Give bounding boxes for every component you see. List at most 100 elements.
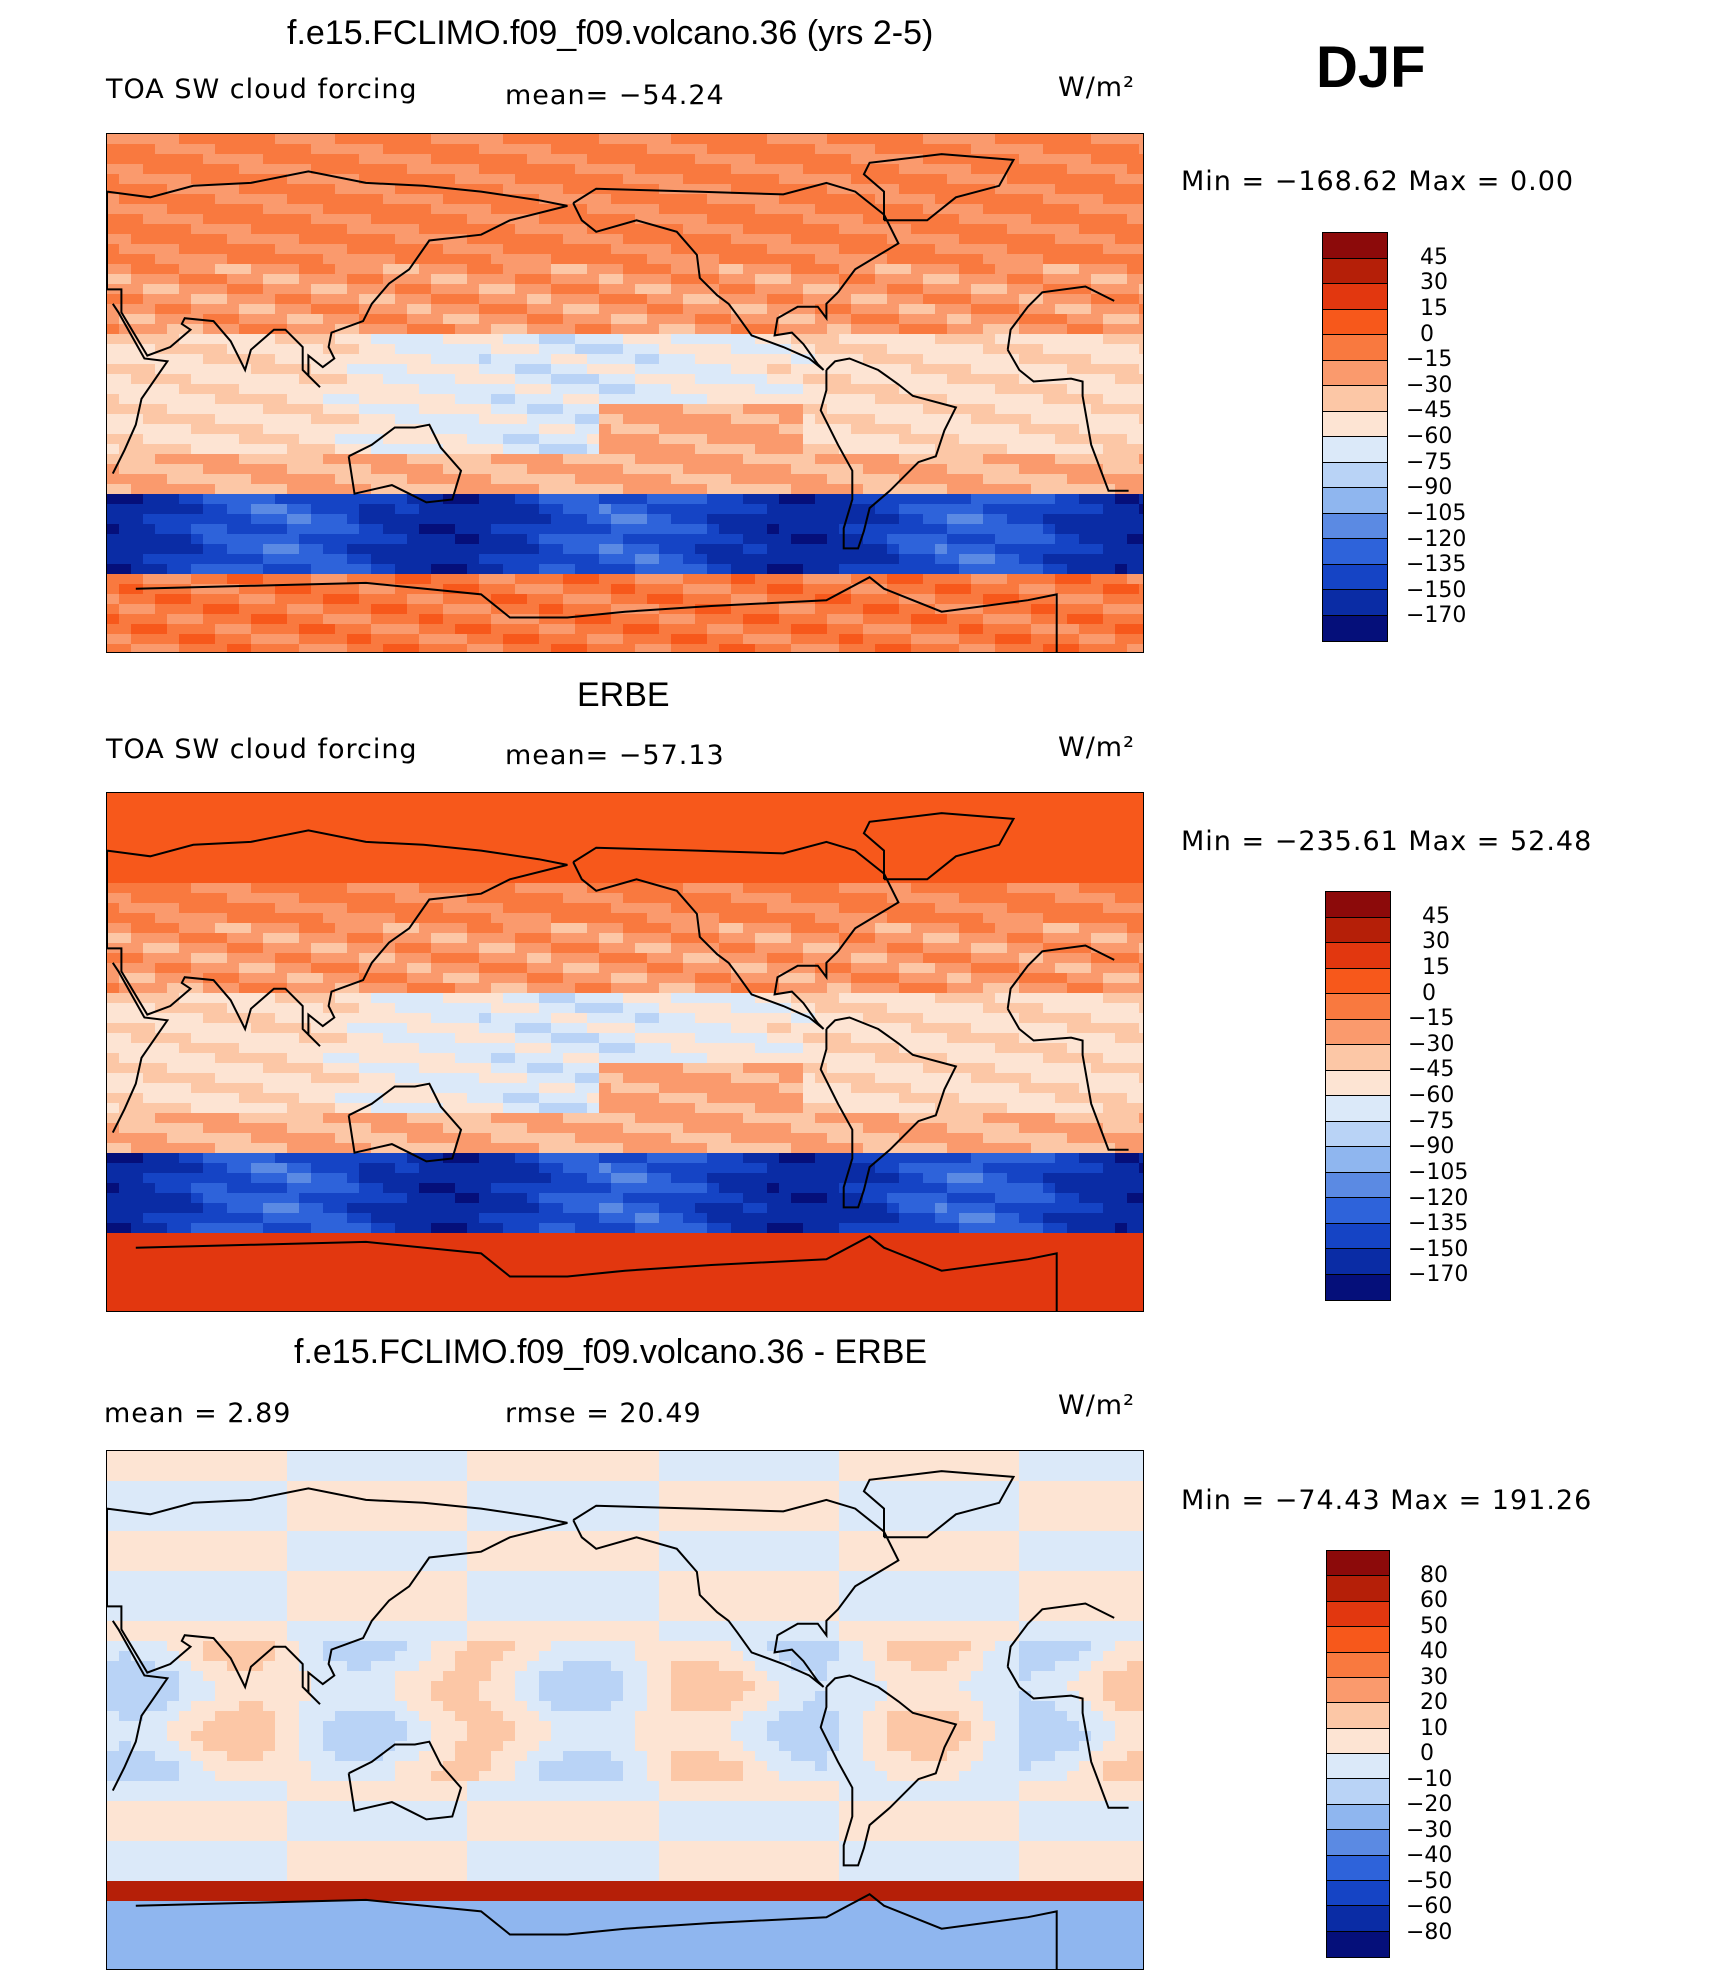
field-cell — [575, 524, 588, 535]
field-cell — [299, 334, 312, 345]
field-cell — [359, 504, 372, 515]
field-cell — [851, 164, 864, 175]
field-cell — [947, 484, 960, 495]
field-cell — [527, 604, 540, 615]
field-cell — [347, 444, 360, 455]
field-cell — [983, 604, 996, 615]
field-cell — [575, 624, 588, 635]
field-cell — [491, 234, 504, 245]
field-cell — [239, 494, 252, 505]
field-cell — [791, 304, 804, 315]
field-cell — [179, 214, 192, 225]
field-cell — [719, 314, 732, 325]
field-cell — [815, 833, 828, 844]
field-cell — [959, 374, 972, 385]
field-cell — [935, 404, 948, 415]
field-cell — [347, 364, 360, 375]
field-cell — [971, 594, 984, 605]
field-cell — [575, 164, 588, 175]
field-cell — [911, 324, 924, 335]
field-cell — [839, 504, 852, 515]
field-cell — [671, 464, 684, 475]
field-cell — [995, 504, 1008, 515]
field-cell — [911, 354, 924, 365]
field-cell — [1019, 394, 1032, 405]
field-cell — [1127, 174, 1140, 185]
field-cell — [599, 254, 612, 265]
field-cell — [539, 324, 552, 335]
field-cell — [803, 334, 816, 345]
field-cell — [827, 364, 840, 375]
field-cell — [167, 254, 180, 265]
field-cell — [923, 194, 936, 205]
field-cell — [863, 434, 876, 445]
field-cell — [503, 414, 516, 425]
field-cell — [275, 534, 288, 545]
field-cell — [767, 793, 780, 804]
field-cell — [623, 254, 636, 265]
field-cell — [599, 524, 612, 535]
field-cell — [515, 354, 528, 365]
field-cell — [443, 484, 456, 495]
field-cell — [443, 134, 456, 145]
field-cell — [767, 594, 780, 605]
field-cell — [1055, 634, 1068, 645]
field-cell — [683, 394, 696, 405]
field-cell — [635, 144, 648, 155]
field-cell — [959, 164, 972, 175]
field-cell — [959, 454, 972, 465]
field-cell — [167, 574, 180, 585]
field-cell — [311, 154, 324, 165]
field-cell — [287, 184, 300, 195]
field-cell — [239, 354, 252, 365]
field-cell — [1091, 614, 1104, 625]
field-cell — [203, 474, 216, 485]
field-cell — [827, 534, 840, 545]
field-cell — [191, 194, 204, 205]
field-cell — [851, 584, 864, 595]
field-cell — [1031, 614, 1044, 625]
field-cell — [1055, 823, 1068, 834]
field-cell — [683, 134, 696, 145]
field-cell — [827, 564, 840, 575]
field-cell — [155, 414, 168, 425]
field-cell — [875, 154, 888, 165]
field-cell — [791, 584, 804, 595]
field-cell — [323, 354, 336, 365]
field-cell — [575, 324, 588, 335]
field-cell — [179, 344, 192, 355]
field-cell — [587, 534, 600, 545]
field-cell — [539, 634, 552, 645]
field-cell — [635, 474, 648, 485]
field-cell — [1139, 204, 1143, 215]
field-cell — [251, 544, 264, 555]
field-cell — [287, 574, 300, 585]
field-cell — [179, 134, 192, 145]
field-cell — [107, 344, 120, 355]
field-cell — [1019, 624, 1032, 635]
field-cell — [455, 394, 468, 405]
field-cell — [791, 524, 804, 535]
field-cell — [107, 374, 120, 385]
field-cell — [707, 384, 720, 395]
field-cell — [959, 484, 972, 495]
field-cell — [995, 634, 1008, 645]
field-cell — [863, 184, 876, 195]
field-cell — [227, 454, 240, 465]
field-cell — [527, 584, 540, 595]
field-cell — [875, 364, 888, 375]
field-cell — [947, 234, 960, 245]
field-cell — [227, 194, 240, 205]
field-cell — [1127, 474, 1140, 485]
field-cell — [935, 584, 948, 595]
field-cell — [155, 154, 168, 165]
field-cell — [599, 534, 612, 545]
field-cell — [203, 244, 216, 255]
field-cell — [683, 803, 696, 814]
field-cell — [1103, 584, 1116, 595]
field-cell — [935, 164, 948, 175]
field-cell — [659, 414, 672, 425]
field-cell — [203, 414, 216, 425]
field-cell — [287, 394, 300, 405]
field-cell — [191, 454, 204, 465]
